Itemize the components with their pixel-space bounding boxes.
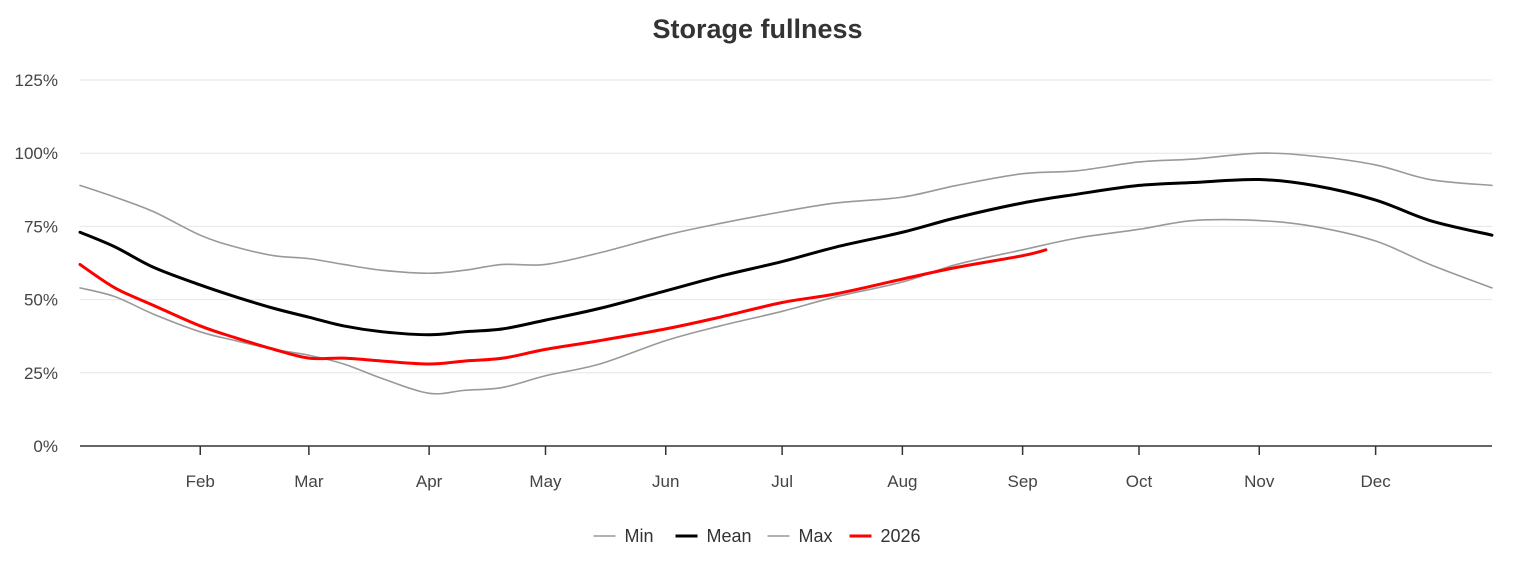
y-tick-label: 100%: [15, 144, 58, 163]
legend-label-2026: 2026: [881, 526, 921, 546]
y-tick-label: 0%: [33, 437, 58, 456]
x-tick-label: Jul: [771, 472, 793, 491]
legend-label-min: Min: [625, 526, 654, 546]
series-line-mean: [78, 177, 1494, 337]
x-tick-label: Dec: [1361, 472, 1392, 491]
x-tick-label: Oct: [1126, 472, 1153, 491]
y-tick-label: 50%: [24, 291, 58, 310]
series-line-2026: [78, 248, 1048, 366]
y-tick-label: 25%: [24, 364, 58, 383]
chart-title: Storage fullness: [652, 14, 863, 44]
series-line-max: [79, 152, 1493, 275]
legend-label-max: Max: [799, 526, 833, 546]
x-tick-label: May: [529, 472, 562, 491]
x-tick-label: Sep: [1008, 472, 1038, 491]
series-line-min: [79, 218, 1493, 395]
x-tick-label: Mar: [294, 472, 324, 491]
y-tick-label: 125%: [15, 71, 58, 90]
x-tick-label: Feb: [186, 472, 215, 491]
x-tick-label: Aug: [887, 472, 917, 491]
x-tick-label: Apr: [416, 472, 443, 491]
x-tick-label: Jun: [652, 472, 679, 491]
x-tick-label: Nov: [1244, 472, 1275, 491]
legend-label-mean: Mean: [707, 526, 752, 546]
y-tick-label: 75%: [24, 217, 58, 236]
